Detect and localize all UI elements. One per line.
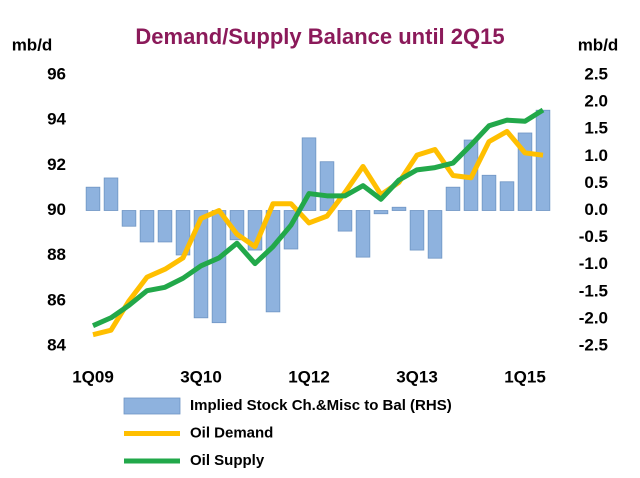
y2-tick-label: -2.0 [579,308,608,327]
y2-tick-label: 2.5 [584,64,608,83]
bar [373,210,389,215]
x-tick-label: 3Q13 [396,367,438,386]
bar [499,181,515,211]
bar [535,109,551,211]
bar [481,174,497,211]
y2-tick-label: -1.5 [579,281,608,300]
legend-label: Implied Stock Ch.&Misc to Bal (RHS) [190,397,452,414]
y2-tick-label: -1.0 [579,254,608,273]
y-tick-label: 86 [47,290,66,309]
bar [211,210,227,324]
bar [391,206,407,211]
bar [121,210,137,227]
y2-tick-label: -2.5 [579,335,608,354]
x-tick-label: 1Q12 [288,367,330,386]
bar [337,210,353,232]
bar [157,210,173,243]
legend-label: Oil Demand [190,424,273,441]
line [92,128,544,338]
y-tick-label: 84 [47,335,66,354]
x-tick-label: 1Q15 [504,367,546,386]
y2-tick-label: -0.5 [579,227,608,246]
y-axis-label: mb/d [12,35,53,54]
x-tick-label: 3Q10 [180,367,222,386]
y2-tick-label: 0.5 [584,173,608,192]
x-tick-label: 1Q09 [72,367,114,386]
chart-title: Demand/Supply Balance until 2Q15 [135,24,504,49]
legend-label: Oil Supply [190,452,265,469]
bar [139,210,155,243]
y-tick-label: 90 [47,200,66,219]
line [91,107,545,328]
bar [319,161,335,211]
bar [427,210,443,259]
legend-swatch [123,397,181,415]
y2-tick-label: 0.0 [584,200,608,219]
bar [85,186,101,211]
y-tick-label: 96 [47,64,66,83]
y-tick-label: 88 [47,245,66,264]
y2-axis-label: mb/d [578,35,619,54]
bar [265,210,281,313]
y2-tick-label: 1.0 [584,146,608,165]
bar [445,186,461,211]
y-tick-label: 92 [47,155,66,174]
y-tick-label: 94 [47,110,66,129]
bar [355,210,371,258]
y2-tick-label: 2.0 [584,92,608,111]
y2-tick-label: 1.5 [584,119,608,138]
bar [409,210,425,251]
bar [103,177,119,211]
